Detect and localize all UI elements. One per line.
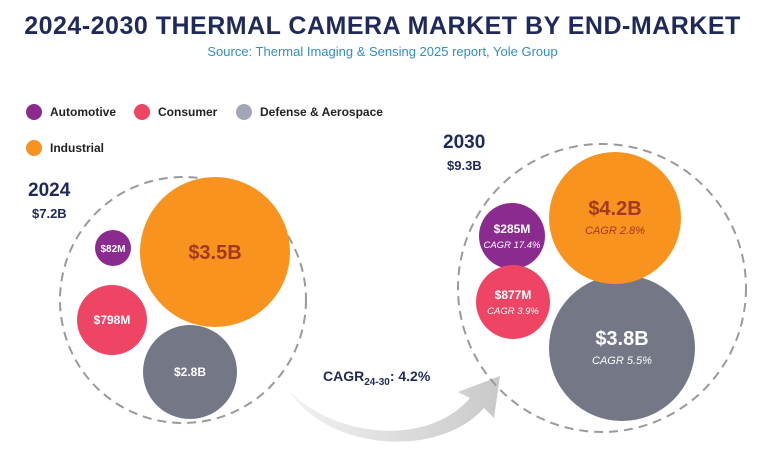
total-label-2024: $7.2B	[32, 206, 67, 221]
overall-cagr-value: 4.2%	[398, 368, 431, 384]
bubble-label-defense-aerospace-2024: $2.8B	[174, 365, 206, 379]
legend-label-consumer: Consumer	[158, 105, 218, 119]
chart-subtitle: Source: Thermal Imaging & Sensing 2025 r…	[207, 44, 558, 59]
legend-swatch-industrial	[26, 140, 42, 156]
overall-cagr: CAGR24-30: 4.2%	[323, 368, 430, 388]
legend-label-automotive: Automotive	[50, 105, 116, 119]
overall-cagr-period: 24-30	[364, 376, 390, 388]
bubble-label-automotive-2024: $82M	[100, 244, 125, 255]
year-label-2030: 2030	[443, 132, 486, 153]
bubble-label-consumer-2030: $877M	[495, 288, 532, 302]
bubble-label-consumer-2024: $798M	[94, 313, 131, 327]
bubble-defense-aerospace-2030	[549, 275, 695, 421]
legend: Automotive Consumer Defense & Aerospace …	[26, 104, 426, 164]
bubble-cagr-consumer-2030: CAGR 3.9%	[487, 306, 539, 317]
bubbles-layer: $82M $798M $2.8B $3.5B $285M CAGR 17.4% $877M C…	[77, 152, 695, 421]
legend-swatch-automotive	[26, 104, 42, 120]
bubble-label-industrial-2030: $4.2B	[588, 198, 641, 220]
bubble-automotive-2024	[95, 230, 131, 266]
bubble-cagr-defense-aerospace-2030: CAGR 5.5%	[592, 355, 652, 367]
legend-item-consumer: Consumer	[134, 104, 217, 120]
legend-label-defense: Defense & Aerospace	[260, 105, 383, 119]
bubble-automotive-2030	[479, 203, 545, 269]
legend-item-defense: Defense & Aerospace	[236, 104, 383, 120]
bubble-label-industrial-2024: $3.5B	[188, 242, 241, 264]
bubble-label-defense-aerospace-2030: $3.8B	[595, 328, 648, 350]
bubble-defense-aerospace-2024	[143, 325, 237, 419]
bubble-consumer-2030	[476, 265, 550, 339]
bubble-label-automotive-2030: $285M	[494, 222, 531, 236]
bubble-consumer-2024	[77, 285, 147, 355]
year-label-2024: 2024	[28, 180, 71, 201]
total-label-2030: $9.3B	[447, 158, 482, 173]
legend-swatch-consumer	[134, 104, 150, 120]
legend-item-automotive: Automotive	[26, 104, 116, 120]
chart-title: 2024-2030 THERMAL CAMERA MARKET BY END-M…	[24, 12, 741, 40]
overall-cagr-prefix: CAGR	[323, 368, 365, 384]
growth-arrow	[290, 376, 500, 442]
legend-label-industrial: Industrial	[50, 141, 105, 155]
bubble-cagr-automotive-2030: CAGR 17.4%	[483, 240, 541, 251]
bubble-cagr-industrial-2030: CAGR 2.8%	[585, 225, 645, 237]
legend-item-industrial: Industrial	[26, 140, 104, 156]
legend-swatch-defense	[236, 104, 252, 120]
bubble-industrial-2024	[140, 177, 290, 327]
group-outline-2024	[59, 176, 307, 424]
group-outline-2030	[457, 143, 747, 433]
overall-cagr-colon: :	[389, 368, 395, 384]
bubble-industrial-2030	[549, 152, 681, 284]
